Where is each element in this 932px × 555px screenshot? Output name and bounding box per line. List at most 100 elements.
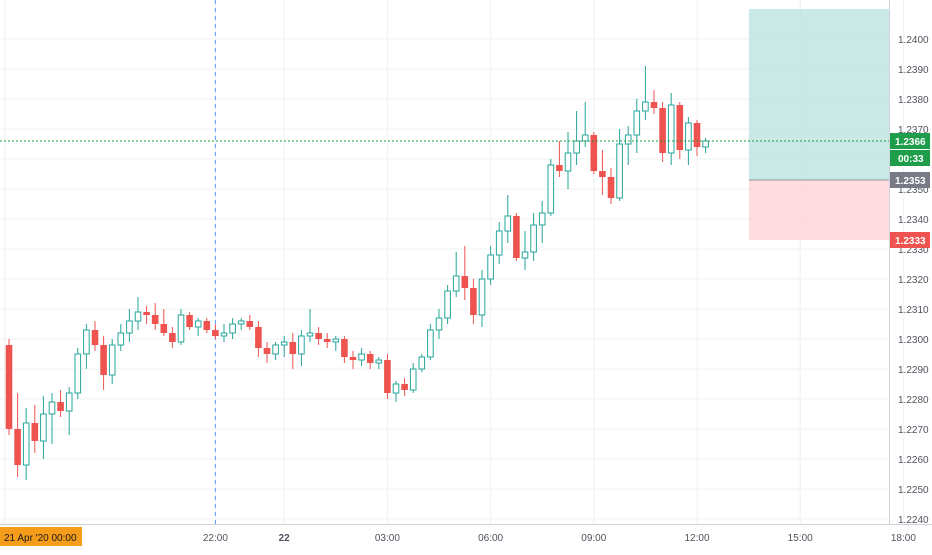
candle[interactable]: [452, 252, 460, 297]
candle[interactable]: [487, 246, 494, 285]
candle[interactable]: [108, 339, 116, 384]
candle[interactable]: [556, 141, 563, 177]
candle-body-down: [461, 276, 469, 288]
candle[interactable]: [40, 396, 47, 459]
candle[interactable]: [126, 309, 133, 342]
candle[interactable]: [642, 66, 649, 120]
candle[interactable]: [375, 357, 383, 369]
candle[interactable]: [478, 270, 486, 327]
profit-zone[interactable]: [748, 9, 889, 180]
candle[interactable]: [48, 393, 56, 444]
candle[interactable]: [538, 201, 546, 243]
candle[interactable]: [332, 336, 340, 351]
loss-zone[interactable]: [748, 180, 889, 240]
candle[interactable]: [418, 354, 426, 372]
price-tick-label: 1.2370: [898, 125, 929, 136]
candle[interactable]: [151, 303, 159, 330]
candle[interactable]: [323, 333, 331, 348]
candle[interactable]: [633, 99, 641, 153]
candle[interactable]: [461, 246, 469, 300]
candle[interactable]: [358, 348, 365, 366]
candle[interactable]: [298, 330, 305, 366]
candle[interactable]: [289, 333, 297, 369]
price-axis[interactable]: 1.2240 1.2250 1.2260 1.2270 1.2280 1.2290 1.23…: [889, 0, 930, 526]
price-tick-label: 1.2390: [898, 65, 929, 76]
candle[interactable]: [280, 336, 288, 357]
candle[interactable]: [255, 321, 262, 357]
candles[interactable]: [5, 66, 709, 480]
candle[interactable]: [513, 213, 520, 261]
candle[interactable]: [581, 102, 589, 147]
candle[interactable]: [272, 342, 279, 360]
candle[interactable]: [521, 231, 529, 270]
candle[interactable]: [143, 306, 150, 324]
candle[interactable]: [246, 315, 254, 330]
candle[interactable]: [444, 285, 451, 324]
candle[interactable]: [117, 324, 125, 351]
candle-body-up: [74, 353, 82, 394]
candle[interactable]: [693, 120, 701, 156]
candle[interactable]: [504, 195, 512, 243]
candle-body-up: [538, 212, 546, 226]
candle[interactable]: [650, 90, 658, 114]
candle-body-down: [607, 177, 615, 198]
candle[interactable]: [5, 339, 13, 435]
candle[interactable]: [74, 348, 82, 399]
candle[interactable]: [495, 222, 503, 264]
candle[interactable]: [237, 318, 245, 330]
candle[interactable]: [676, 102, 684, 159]
candle[interactable]: [57, 390, 64, 417]
candle-body-up: [40, 413, 47, 442]
candle[interactable]: [194, 318, 202, 336]
candle[interactable]: [547, 159, 555, 216]
candle[interactable]: [590, 132, 598, 174]
candle[interactable]: [203, 318, 211, 333]
candle[interactable]: [263, 342, 271, 363]
candle[interactable]: [14, 393, 21, 477]
candle[interactable]: [435, 309, 443, 339]
candle[interactable]: [607, 168, 615, 204]
candle[interactable]: [470, 279, 477, 324]
candle[interactable]: [31, 405, 39, 453]
candle[interactable]: [229, 318, 236, 339]
candle-body-down: [57, 402, 64, 411]
candle[interactable]: [392, 381, 400, 402]
candle[interactable]: [409, 363, 417, 393]
candle[interactable]: [220, 324, 228, 342]
candle[interactable]: [624, 126, 632, 165]
candle[interactable]: [134, 297, 142, 330]
candle[interactable]: [530, 213, 537, 261]
candle[interactable]: [573, 111, 580, 165]
candle[interactable]: [169, 327, 176, 348]
candle[interactable]: [315, 327, 322, 345]
price-tick-label: 1.2350: [898, 185, 929, 196]
candle[interactable]: [100, 336, 107, 390]
candle[interactable]: [160, 309, 168, 336]
candle[interactable]: [366, 351, 374, 369]
candle[interactable]: [702, 138, 709, 153]
candle[interactable]: [186, 312, 193, 330]
candle[interactable]: [83, 324, 90, 369]
candle[interactable]: [427, 324, 434, 360]
candle[interactable]: [341, 336, 348, 363]
candle[interactable]: [306, 309, 314, 342]
candle[interactable]: [599, 150, 606, 195]
candle-body-down: [599, 171, 606, 177]
candle[interactable]: [212, 324, 219, 339]
candle[interactable]: [91, 321, 99, 351]
candle[interactable]: [616, 129, 623, 201]
candle[interactable]: [65, 387, 73, 435]
candle[interactable]: [349, 351, 357, 369]
candle[interactable]: [659, 102, 666, 162]
candle[interactable]: [401, 378, 408, 396]
candle-body-up: [375, 359, 383, 364]
candle[interactable]: [177, 309, 185, 345]
candle[interactable]: [667, 93, 675, 165]
candle-body-up: [642, 101, 649, 112]
candle-body-up: [298, 335, 305, 355]
candle[interactable]: [22, 408, 30, 480]
candle[interactable]: [384, 354, 391, 399]
